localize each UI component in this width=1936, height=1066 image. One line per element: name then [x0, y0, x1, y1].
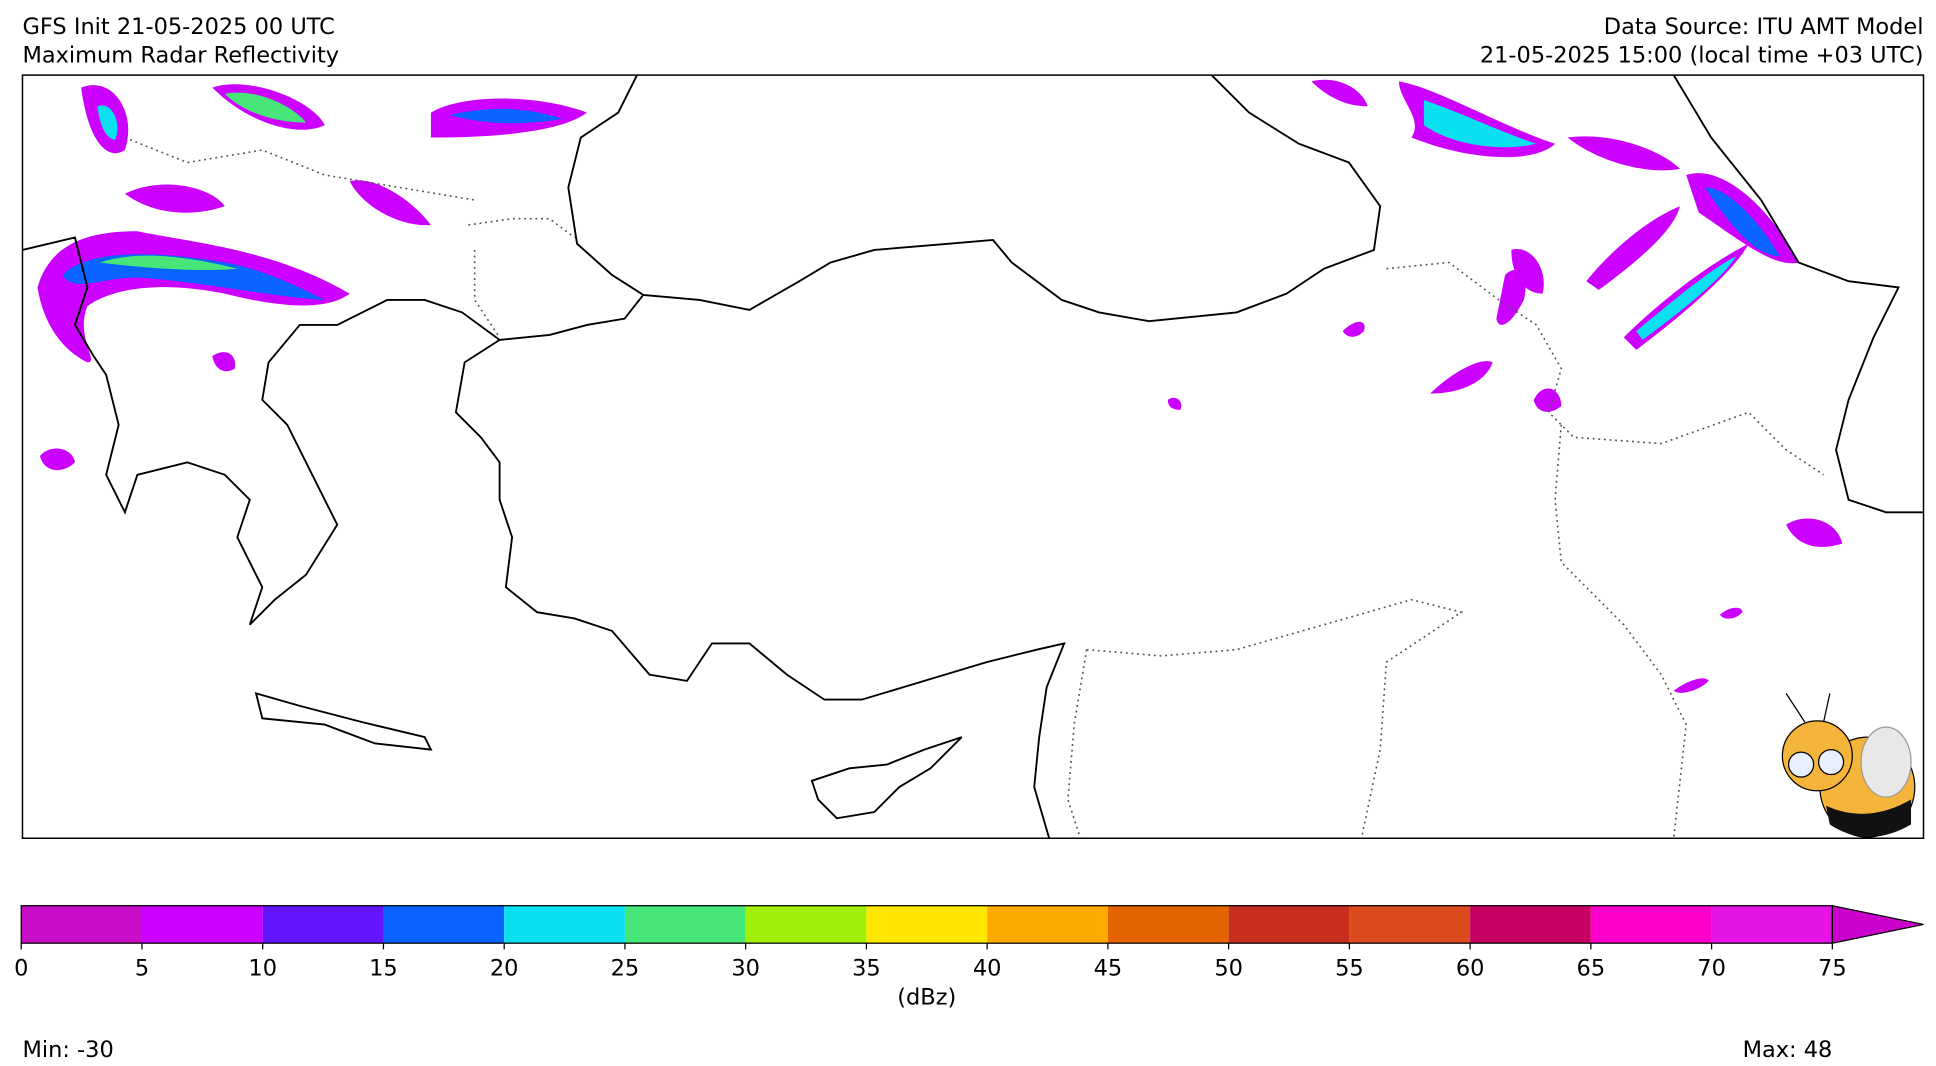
- colorbar-segment: [21, 905, 142, 944]
- colorbar-tick-label: 25: [611, 956, 640, 982]
- precipitation: [37, 79, 1843, 693]
- colorbar: 0 5 10 15 20 25 30 35 40 45 50 55 60 65 70 75: [14, 904, 1924, 982]
- coastline: [567, 75, 1382, 323]
- header-left-2: Maximum Radar Reflectivity: [22, 43, 339, 69]
- colorbar-tick-label: 20: [490, 956, 519, 982]
- min-label: Min: -30: [22, 1037, 113, 1062]
- colorbar-segment: [866, 905, 988, 944]
- colorbar-segment: [383, 905, 505, 944]
- colorbar-tick-label: 55: [1335, 956, 1364, 982]
- colorbar-tick-label: 40: [973, 956, 1002, 982]
- colorbar-tick-label: 75: [1818, 956, 1847, 982]
- colorbar-segment: [1349, 905, 1471, 944]
- coastline: [454, 294, 1066, 839]
- colorbar-tick-label: 45: [1094, 956, 1123, 982]
- colorbar-segment: [141, 905, 263, 944]
- colorbar-tick-label: 5: [135, 956, 149, 982]
- header-right-1: Data Source: ITU AMT Model: [1604, 14, 1924, 40]
- border: [1386, 261, 1825, 476]
- border: [124, 136, 576, 338]
- colorbar-tick-label: 60: [1456, 956, 1485, 982]
- colorbar-tick-label: 70: [1697, 956, 1726, 982]
- map-frame: [21, 74, 1925, 840]
- max-label: Max: 48: [1743, 1037, 1833, 1062]
- colorbar-tick-label: 65: [1577, 956, 1606, 982]
- colorbar-tick-label: 15: [369, 956, 398, 982]
- colorbar-segment: [745, 905, 867, 944]
- border: [1067, 649, 1088, 839]
- map-area: [21, 74, 1925, 840]
- colorbar-tick-label: 35: [852, 956, 881, 982]
- colorbar-segment: [987, 905, 1108, 944]
- colorbar-tick-label: 30: [731, 956, 760, 982]
- colorbar-segment: [262, 905, 384, 944]
- colorbar-tick-label: 0: [14, 956, 28, 982]
- logo: [1781, 693, 1916, 838]
- coastline: [1672, 75, 1924, 514]
- colorbar-tick-label: 50: [1214, 956, 1243, 982]
- coastline: [810, 736, 963, 820]
- header-left-1: GFS Init 21-05-2025 00 UTC: [22, 14, 334, 40]
- colorbar-segment: [1470, 905, 1591, 944]
- colorbar-label: (dBz): [897, 984, 956, 1010]
- colorbar-segment: [1228, 905, 1350, 944]
- colorbar-segment: [624, 905, 746, 944]
- border: [1086, 598, 1464, 839]
- colorbar-extend: [1831, 904, 1924, 944]
- coastline: [254, 692, 433, 751]
- colorbar-outline: [20, 905, 1833, 944]
- colorbar-segment: [1590, 905, 1712, 944]
- colorbar-tick-label: 10: [248, 956, 277, 982]
- header-right-2: 21-05-2025 15:00 (local time +03 UTC): [1480, 43, 1924, 69]
- border: [1554, 424, 1688, 839]
- coastline: [22, 236, 501, 626]
- colorbar-segment: [1107, 905, 1229, 944]
- colorbar-segment: [504, 905, 625, 944]
- colorbar-segment: [1711, 905, 1833, 944]
